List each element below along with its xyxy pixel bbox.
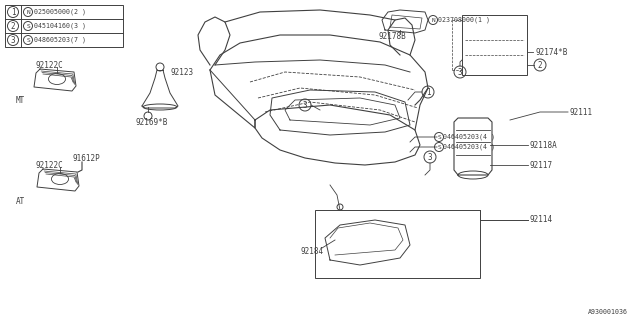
Text: 92174*B: 92174*B (535, 47, 568, 57)
Text: 3: 3 (11, 36, 15, 44)
Text: 92123: 92123 (170, 68, 193, 76)
Text: 92118A: 92118A (530, 140, 557, 149)
Text: 2: 2 (538, 60, 542, 69)
Text: 92184: 92184 (300, 247, 323, 257)
Text: 92169*B: 92169*B (135, 117, 168, 126)
Text: N: N (26, 10, 30, 14)
Text: 92122C: 92122C (35, 161, 63, 170)
Text: 3: 3 (458, 68, 462, 76)
Bar (462, 15, 527, 75)
Text: 1: 1 (11, 7, 15, 17)
Text: 91612P: 91612P (72, 154, 100, 163)
Text: 3: 3 (428, 153, 432, 162)
Text: 92117: 92117 (530, 161, 553, 170)
Bar (315, 210, 480, 278)
Text: 025005000(2 ): 025005000(2 ) (34, 9, 86, 15)
Text: 92111: 92111 (570, 108, 593, 116)
Text: AT: AT (16, 197, 25, 206)
Text: 92114: 92114 (530, 215, 553, 225)
Text: S: S (26, 37, 30, 43)
Text: S: S (437, 145, 441, 149)
Text: 2: 2 (11, 21, 15, 30)
Text: 046405203(4 ): 046405203(4 ) (443, 134, 495, 140)
Text: 3: 3 (303, 100, 307, 109)
Text: 92122C: 92122C (35, 60, 63, 69)
Bar (5, 5, 123, 47)
Text: S: S (26, 23, 30, 28)
Text: N: N (431, 18, 435, 22)
Text: 92178B: 92178B (378, 31, 406, 41)
Text: S: S (437, 134, 441, 140)
Text: A930001036: A930001036 (588, 309, 628, 315)
Text: 023708000(1 ): 023708000(1 ) (438, 17, 490, 23)
Text: MT: MT (16, 95, 25, 105)
Text: 048605203(7 ): 048605203(7 ) (34, 37, 86, 43)
Text: 046405203(4 ): 046405203(4 ) (443, 144, 495, 150)
Text: 1: 1 (426, 87, 430, 97)
Text: 045104160(3 ): 045104160(3 ) (34, 23, 86, 29)
